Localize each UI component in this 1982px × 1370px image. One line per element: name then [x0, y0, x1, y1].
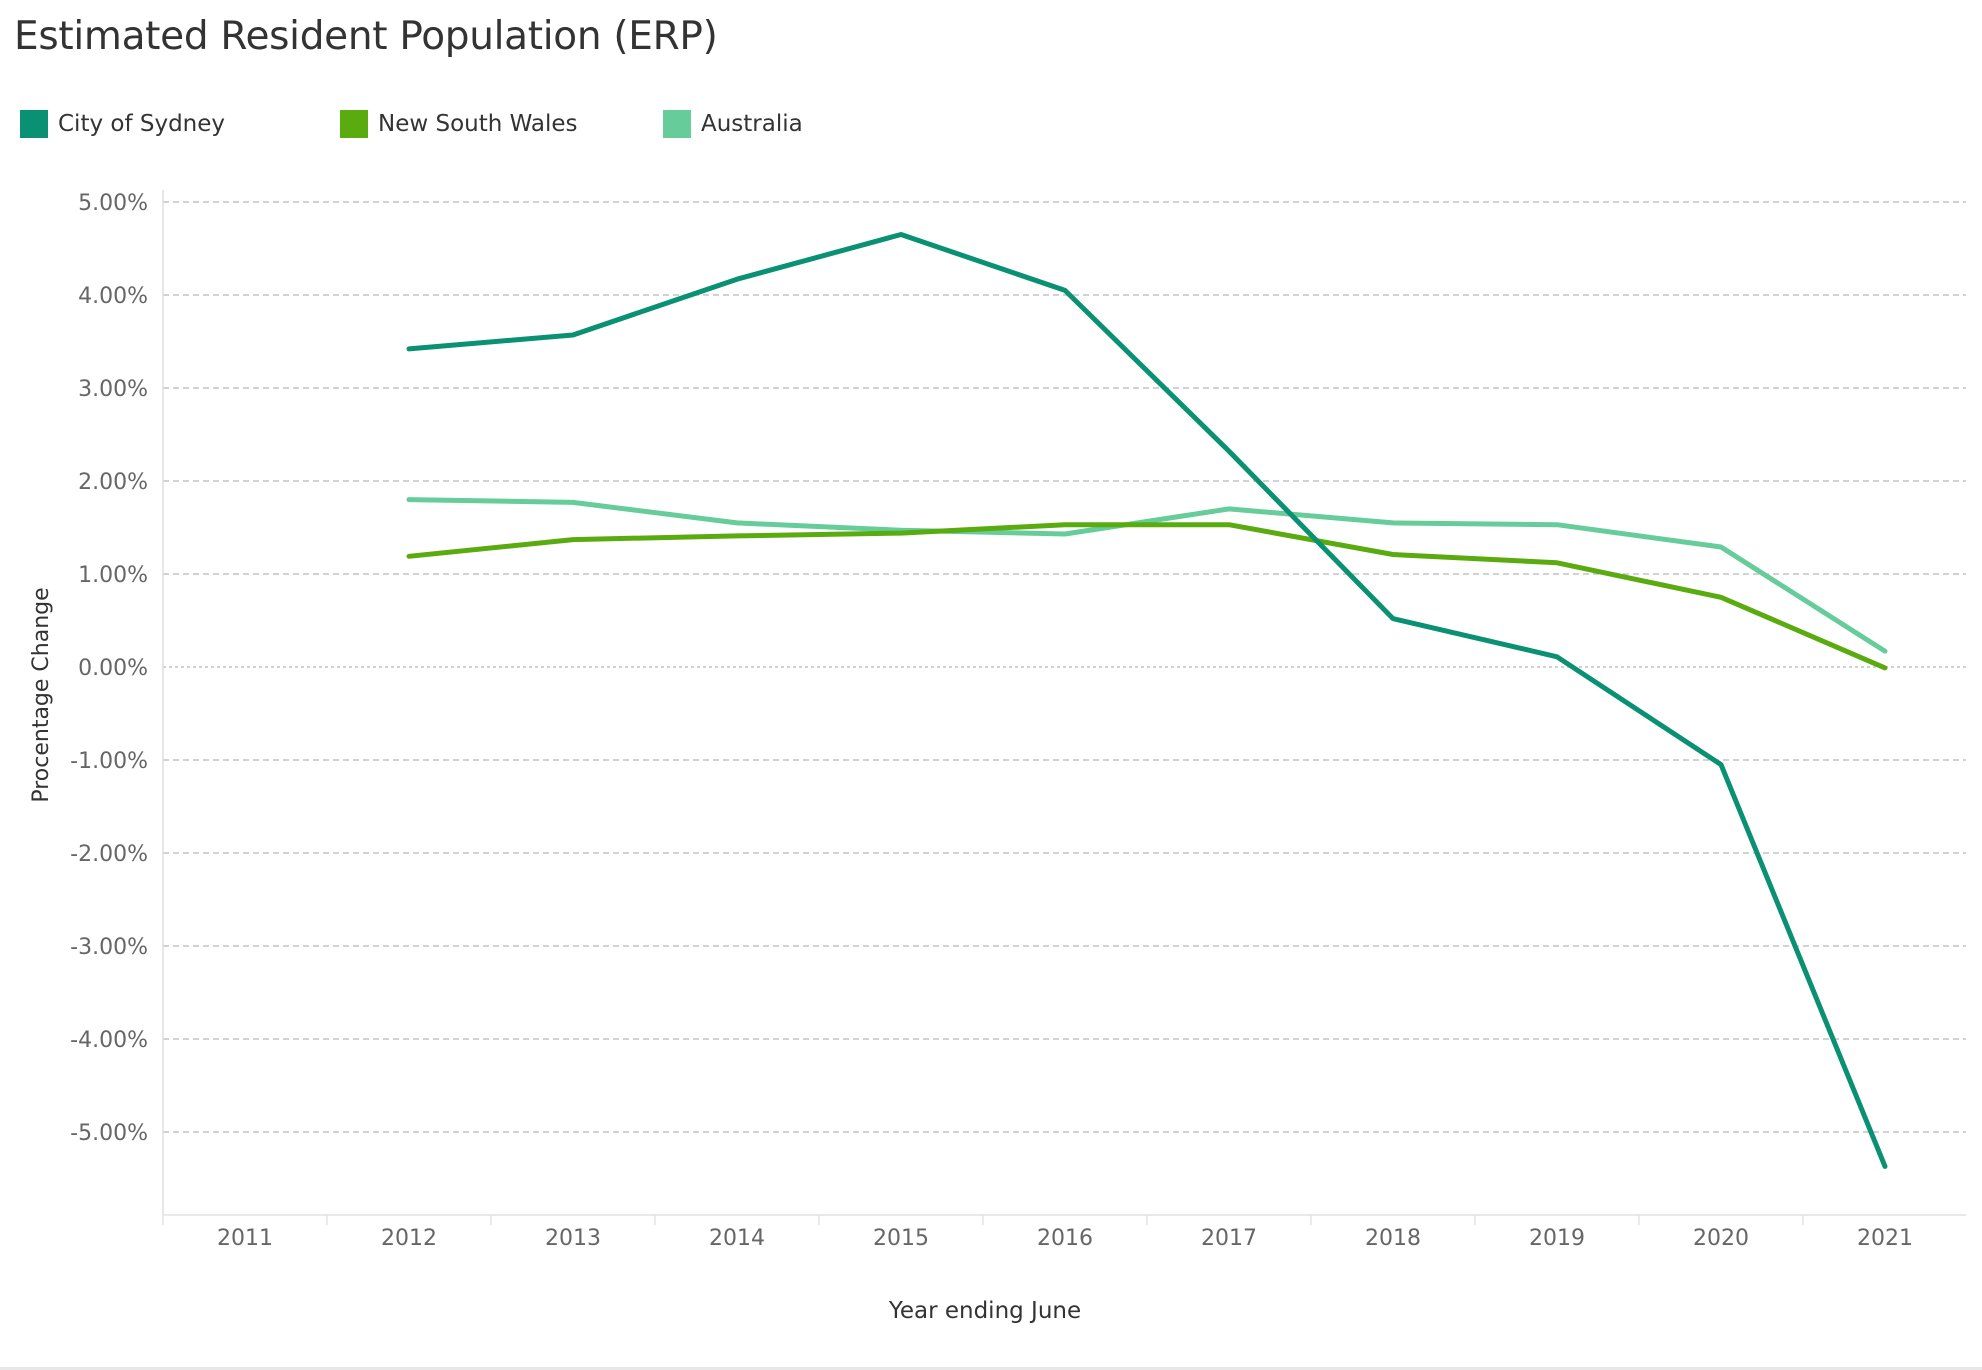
- x-tick-label: 2015: [873, 1226, 929, 1251]
- x-tick-label: 2012: [381, 1226, 437, 1251]
- legend-label-new-south-wales: New South Wales: [378, 111, 578, 137]
- legend-item-australia[interactable]: Australia: [663, 108, 803, 140]
- y-tick-label: -2.00%: [70, 842, 148, 867]
- legend-item-new-south-wales[interactable]: New South Wales: [340, 108, 578, 140]
- y-tick-label: 4.00%: [78, 284, 148, 309]
- x-tick-label: 2018: [1365, 1226, 1421, 1251]
- series-line-new-south-wales: [406, 522, 1888, 671]
- x-tick-label: 2016: [1037, 1226, 1093, 1251]
- legend-swatch-australia: [663, 110, 691, 138]
- y-tick-label: -5.00%: [70, 1121, 148, 1146]
- y-tick-label: 1.00%: [78, 563, 148, 588]
- gridlines: [163, 201, 1966, 1133]
- y-tick-label: -1.00%: [70, 749, 148, 774]
- legend-item-city-of-sydney[interactable]: City of Sydney: [20, 108, 225, 140]
- x-tick-label: 2021: [1857, 1226, 1913, 1251]
- series-lines: [406, 232, 1888, 1169]
- series-line-city-of-sydney: [406, 232, 1888, 1169]
- y-tick-label: 2.00%: [78, 470, 148, 495]
- legend: City of Sydney New South Wales Australia: [20, 108, 1020, 140]
- y-tick-label: 5.00%: [78, 191, 148, 216]
- x-tick-label: 2017: [1201, 1226, 1257, 1251]
- y-axis-title: Procentage Change: [29, 587, 54, 802]
- legend-swatch-city-of-sydney: [20, 110, 48, 138]
- y-tick-label: -3.00%: [70, 935, 148, 960]
- x-tick-label: 2013: [545, 1226, 601, 1251]
- x-axis-title: Year ending June: [888, 1298, 1081, 1324]
- bottom-divider: [0, 1367, 1982, 1370]
- x-tick-label: 2014: [709, 1226, 765, 1251]
- x-tick-label: 2011: [217, 1226, 273, 1251]
- chart-title: Estimated Resident Population (ERP): [14, 14, 718, 59]
- y-tick-label: 0.00%: [78, 656, 148, 681]
- axes: 5.00% 4.00% 3.00% 2.00% 1.00% 0.00% -1.00% -2.0…: [70, 190, 1966, 1251]
- series-line-australia: [406, 497, 1888, 654]
- y-tick-label: -4.00%: [70, 1028, 148, 1053]
- legend-label-city-of-sydney: City of Sydney: [58, 111, 226, 137]
- legend-label-australia: Australia: [701, 111, 803, 137]
- legend-swatch-new-south-wales: [340, 110, 368, 138]
- x-tick-label: 2020: [1693, 1226, 1749, 1251]
- y-tick-label: 3.00%: [78, 377, 148, 402]
- x-tick-label: 2019: [1529, 1226, 1585, 1251]
